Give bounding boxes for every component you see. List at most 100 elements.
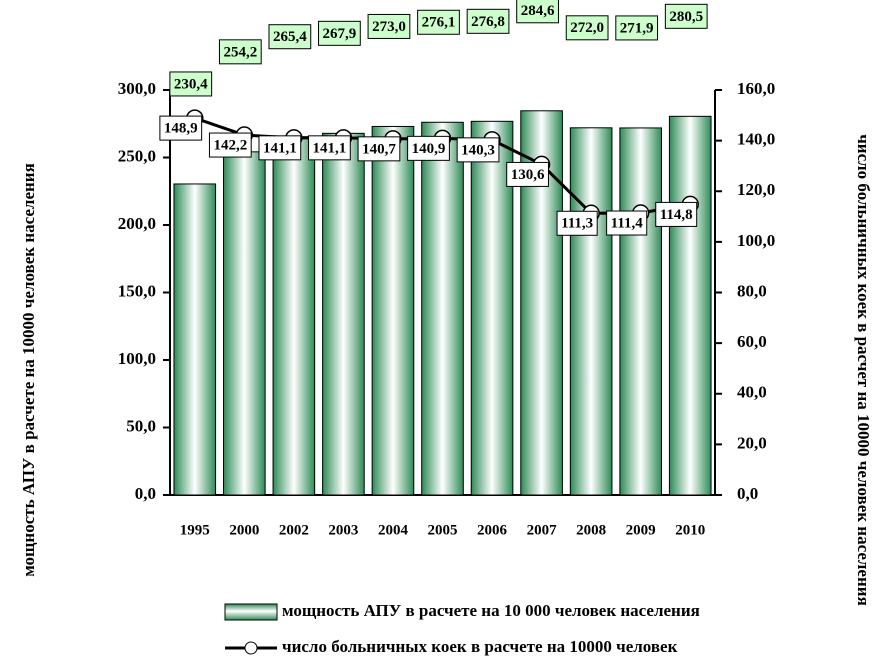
legend-swatch [224, 603, 278, 621]
x-tick-label: 2007 [527, 522, 558, 538]
data-label-text: 284,6 [521, 3, 555, 19]
bar [569, 127, 613, 496]
data-label: 130,6 [506, 161, 549, 187]
data-label: 148,9 [159, 115, 203, 141]
data-label-box [268, 24, 312, 50]
x-tick-label: 1995 [180, 522, 210, 538]
data-label-box [565, 15, 609, 41]
y2-tick-label: 120,0 [737, 180, 775, 199]
data-label-text: 148,9 [164, 121, 198, 137]
bar [421, 121, 464, 496]
data-label-text: 267,9 [323, 26, 357, 42]
data-label: 254,2 [218, 39, 262, 65]
y2-tick-label: 40,0 [737, 383, 767, 402]
data-label-box [606, 210, 648, 236]
y-tick-label: 150,0 [118, 281, 156, 300]
x-tick-label: 2006 [477, 522, 508, 538]
data-label-text: 130,6 [511, 167, 545, 183]
data-label: 140,7 [357, 136, 401, 162]
data-label: 276,1 [417, 9, 460, 35]
data-label: 271,9 [615, 15, 659, 41]
y-tick-label: 100,0 [118, 349, 156, 368]
data-label: 142,2 [208, 132, 252, 158]
data-label: 276,8 [466, 8, 510, 34]
data-label-box [367, 13, 411, 39]
y-tick-label: 0,0 [135, 484, 156, 503]
x-tick-label: 2002 [279, 522, 309, 538]
data-label-text: 141,1 [313, 140, 347, 156]
data-label: 272,0 [565, 15, 609, 41]
data-label-text: 273,0 [372, 19, 406, 35]
data-label: 273,0 [367, 13, 411, 39]
data-label-box [417, 9, 460, 35]
data-label-box [318, 20, 361, 46]
legend-swatch [244, 641, 258, 655]
y-tick-label: 300,0 [118, 79, 156, 98]
data-label-box [357, 136, 401, 162]
x-tick-label: 2004 [378, 522, 409, 538]
data-label: 111,4 [606, 210, 648, 236]
y2-tick-label: 20,0 [737, 433, 767, 452]
data-label-box [308, 135, 351, 161]
y2-tick-label: 140,0 [737, 130, 775, 149]
data-label-box [655, 201, 698, 227]
data-label-box [159, 115, 203, 141]
data-label: 265,4 [268, 24, 312, 50]
bar [173, 183, 217, 496]
data-label-text: 265,4 [273, 29, 307, 45]
y2-tick-label: 160,0 [737, 79, 775, 98]
y2-tick-label: 60,0 [737, 332, 767, 351]
data-label-text: 272,0 [570, 20, 604, 36]
data-label: 140,9 [407, 135, 450, 161]
bar [371, 125, 415, 496]
data-label-box [506, 161, 549, 187]
x-tick-label: 2005 [428, 522, 458, 538]
data-label-text: 141,1 [263, 140, 297, 156]
data-label-box [664, 3, 708, 29]
data-label: 111,3 [556, 210, 598, 236]
x-tick-label: 2003 [328, 522, 358, 538]
y-tick-label: 200,0 [118, 214, 156, 233]
data-label-box [169, 71, 213, 97]
data-label: 230,4 [169, 71, 213, 97]
data-label-text: 276,1 [422, 15, 456, 31]
data-label-box [615, 15, 659, 41]
x-tick-label: 2010 [675, 522, 705, 538]
data-label: 280,5 [664, 3, 708, 29]
x-tick-label: 2009 [626, 522, 656, 538]
y-tick-label: 250,0 [118, 146, 156, 165]
data-label-text: 140,3 [461, 142, 495, 158]
data-label-text: 140,7 [362, 141, 396, 157]
y2-axis-title: число больничных коек в расчет на 10000 … [854, 134, 873, 606]
data-label-text: 140,9 [412, 141, 446, 157]
data-label-box [516, 0, 559, 24]
data-label-text: 271,9 [620, 20, 654, 36]
data-label-box [466, 8, 510, 34]
data-label-text: 114,8 [660, 207, 693, 223]
data-label: 267,9 [318, 20, 361, 46]
bar [668, 115, 712, 496]
y2-tick-label: 100,0 [737, 231, 775, 250]
data-label-text: 142,2 [213, 137, 247, 153]
data-label: 141,1 [258, 135, 302, 161]
data-label: 141,1 [308, 135, 351, 161]
x-tick-label: 2008 [576, 522, 606, 538]
data-label-text: 254,2 [223, 44, 257, 60]
bar [272, 136, 316, 496]
data-label-text: 280,5 [669, 9, 703, 25]
data-label-text: 230,4 [174, 76, 208, 92]
y2-tick-label: 0,0 [737, 484, 758, 503]
data-label-box [208, 132, 252, 158]
data-label-box [556, 210, 598, 236]
data-label-text: 111,4 [611, 215, 644, 231]
data-label: 140,3 [456, 137, 500, 163]
data-label: 284,6 [516, 0, 559, 24]
data-label-box [258, 135, 302, 161]
x-tick-label: 2000 [229, 522, 259, 538]
y2-tick-label: 80,0 [737, 281, 767, 300]
bar [470, 120, 514, 496]
legend-label: число больничных коек в расчете на 10000… [282, 637, 678, 656]
bar [223, 151, 266, 496]
data-label-box [456, 137, 500, 163]
data-label-box [218, 39, 262, 65]
